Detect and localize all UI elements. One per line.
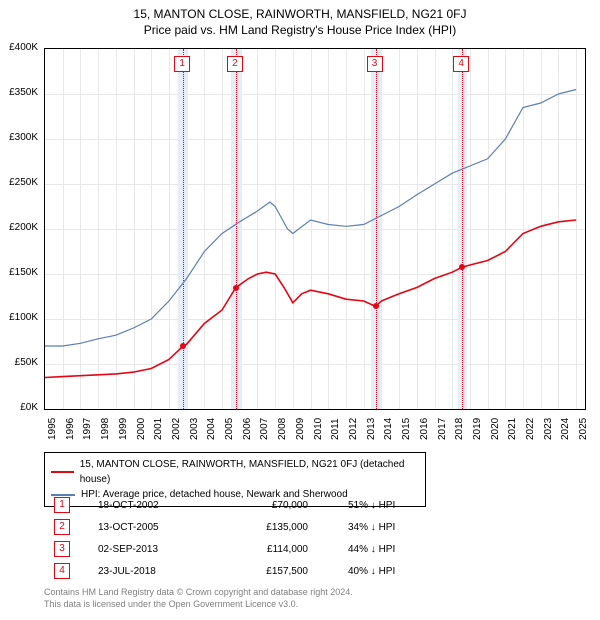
x-axis-tick: 1998 [100,418,111,440]
x-axis-tick: 2014 [383,418,394,440]
x-axis-tick: 2012 [348,418,359,440]
y-axis-tick: £400K [0,42,38,53]
x-axis-tick: 2008 [277,418,288,440]
x-axis-tick: 2019 [472,418,483,440]
sale-point [373,303,379,309]
x-axis-tick: 2004 [206,418,217,440]
event-price: £135,000 [208,522,348,533]
x-axis-tick: 1995 [47,418,58,440]
chart-svg [45,49,585,409]
x-axis-tick: 2018 [454,418,465,440]
x-axis-tick: 2024 [560,418,571,440]
x-axis-tick: 2020 [490,418,501,440]
series-hpi [45,90,576,347]
series-property [45,220,576,378]
footer-line-1: Contains HM Land Registry data © Crown c… [44,586,353,598]
x-axis-tick: 2017 [437,418,448,440]
y-axis-tick: £100K [0,312,38,323]
event-delta: 51% ↓ HPI [348,500,438,511]
x-axis-tick: 1996 [65,418,76,440]
title-line-1: 15, MANTON CLOSE, RAINWORTH, MANSFIELD, … [0,6,600,22]
event-delta: 44% ↓ HPI [348,544,438,555]
y-axis-tick: £50K [0,357,38,368]
event-date: 23-JUL-2018 [98,566,208,577]
legend-row: 15, MANTON CLOSE, RAINWORTH, MANSFIELD, … [51,457,419,487]
footer-line-2: This data is licensed under the Open Gov… [44,598,353,610]
x-axis-tick: 2009 [295,418,306,440]
event-marker: 2 [54,519,70,535]
x-axis-tick: 2023 [543,418,554,440]
event-marker: 4 [54,563,70,579]
event-date: 13-OCT-2005 [98,522,208,533]
event-row: 2 13-OCT-2005£135,00034% ↓ HPI [54,516,438,538]
x-axis-tick: 2010 [313,418,324,440]
event-date: 18-OCT-2002 [98,500,208,511]
event-marker: 1 [54,497,70,513]
x-axis-tick: 2006 [242,418,253,440]
y-axis-tick: £0K [0,402,38,413]
event-marker: 3 [54,541,70,557]
event-row: 4 23-JUL-2018£157,50040% ↓ HPI [54,560,438,582]
x-axis-tick: 2022 [525,418,536,440]
event-date: 02-SEP-2013 [98,544,208,555]
x-axis-tick: 2016 [419,418,430,440]
event-delta: 40% ↓ HPI [348,566,438,577]
event-price: £70,000 [208,500,348,511]
y-axis-tick: £200K [0,222,38,233]
event-price: £114,000 [208,544,348,555]
event-price: £157,500 [208,566,348,577]
event-marker: 1 [174,56,190,72]
x-axis-tick: 1999 [118,418,129,440]
event-marker: 3 [367,56,383,72]
attribution-footer: Contains HM Land Registry data © Crown c… [44,586,353,610]
title-line-2: Price paid vs. HM Land Registry's House … [0,22,600,38]
legend-swatch [51,471,74,473]
event-marker: 2 [227,56,243,72]
x-axis-tick: 2000 [136,418,147,440]
y-axis-tick: £350K [0,87,38,98]
sale-point [233,285,239,291]
x-axis-tick: 2011 [330,418,341,440]
y-axis-tick: £300K [0,132,38,143]
x-axis-tick: 2007 [259,418,270,440]
event-marker: 4 [453,56,469,72]
event-row: 3 02-SEP-2013£114,00044% ↓ HPI [54,538,438,560]
x-axis-tick: 2025 [578,418,589,440]
chart-plot-area [44,48,586,410]
event-delta: 34% ↓ HPI [348,522,438,533]
y-axis-tick: £250K [0,177,38,188]
x-axis-tick: 2001 [153,418,164,440]
x-axis-tick: 2013 [366,418,377,440]
x-axis-tick: 2015 [401,418,412,440]
x-axis-tick: 2005 [224,418,235,440]
legend-label: 15, MANTON CLOSE, RAINWORTH, MANSFIELD, … [80,457,419,487]
event-table: 1 18-OCT-2002£70,00051% ↓ HPI 2 13-OCT-2005… [54,494,438,582]
y-axis-tick: £150K [0,267,38,278]
event-row: 1 18-OCT-2002£70,00051% ↓ HPI [54,494,438,516]
x-axis-tick: 2003 [189,418,200,440]
chart-title: 15, MANTON CLOSE, RAINWORTH, MANSFIELD, … [0,0,600,38]
x-axis-tick: 2002 [171,418,182,440]
x-axis-tick: 2021 [507,418,518,440]
x-axis-tick: 1997 [82,418,93,440]
